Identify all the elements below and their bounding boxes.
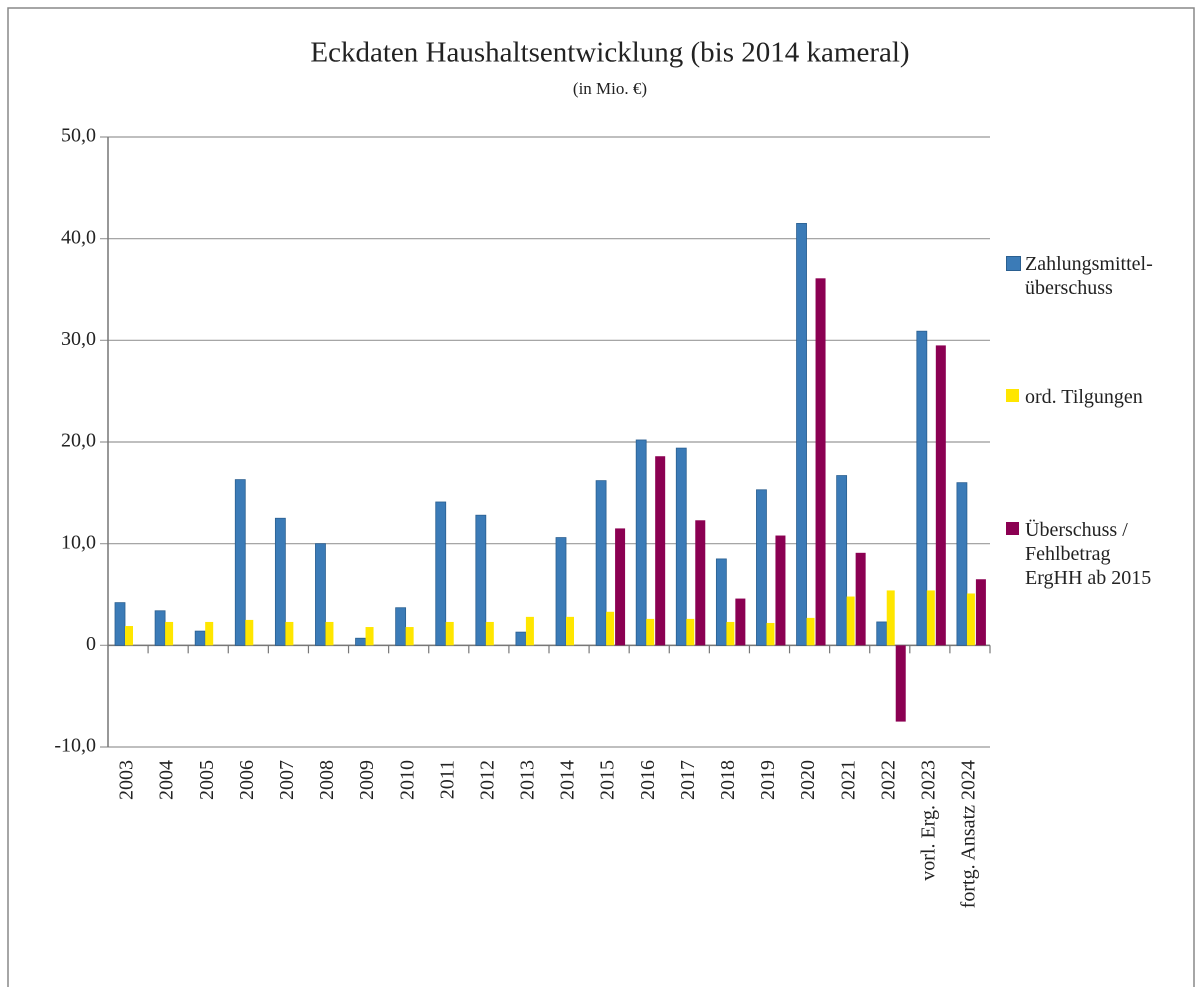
bar	[315, 543, 326, 646]
bar	[855, 552, 866, 646]
x-tick-label: 2007	[276, 760, 298, 800]
bar	[766, 622, 775, 646]
y-tick-label: 20,0	[61, 430, 96, 452]
bar	[355, 637, 366, 646]
bar	[515, 631, 527, 646]
y-tick-label: 50,0	[61, 125, 96, 147]
bar	[274, 517, 286, 646]
x-tick-label: 2015	[597, 760, 619, 800]
bar	[475, 514, 487, 646]
x-tick-label: 2010	[396, 760, 418, 800]
bar	[715, 558, 727, 646]
bar	[775, 535, 786, 646]
y-tick-label: 30,0	[61, 328, 96, 350]
bar	[445, 621, 454, 646]
bar	[125, 626, 133, 646]
bar	[836, 475, 848, 646]
bar	[615, 528, 626, 646]
bar	[726, 621, 735, 646]
bar	[245, 619, 254, 646]
x-tick-label: 2020	[797, 760, 819, 800]
bar	[285, 621, 294, 646]
bar	[395, 607, 407, 646]
x-tick-label: 2005	[196, 760, 218, 800]
bar	[194, 630, 206, 646]
y-tick-label: 0	[86, 633, 96, 655]
chart-subtitle: (in Mio. €)	[573, 79, 647, 98]
bar	[735, 598, 746, 646]
x-tick-label: 2014	[557, 760, 579, 800]
bar	[756, 489, 767, 646]
bar	[595, 480, 607, 646]
bar	[485, 621, 494, 646]
bar	[686, 618, 695, 646]
bar	[966, 593, 975, 646]
bar	[846, 596, 855, 646]
bar	[815, 278, 826, 646]
bar	[796, 223, 807, 646]
bar	[956, 482, 968, 646]
x-tick-label: 2006	[236, 760, 258, 800]
x-tick-label: 2021	[837, 760, 859, 800]
x-tick-label: 2017	[677, 760, 699, 800]
bar	[895, 645, 906, 722]
bar	[876, 621, 888, 646]
bar	[365, 627, 374, 646]
bar	[165, 621, 174, 646]
legend-swatch	[1006, 256, 1021, 271]
bar	[435, 501, 447, 646]
bar	[325, 621, 334, 646]
bar	[405, 627, 414, 646]
bar	[675, 447, 687, 646]
x-tick-label: 2019	[757, 760, 779, 800]
legend-label: Überschuss / Fehlbetrag ErgHH ab 2015	[1025, 519, 1152, 589]
bar	[646, 618, 655, 646]
x-tick-label: 2012	[476, 760, 498, 800]
legend-label: Zahlungsmittel- überschuss	[1025, 253, 1153, 299]
bar	[114, 602, 126, 646]
bar	[525, 616, 534, 646]
bar	[916, 330, 928, 646]
bar	[695, 520, 706, 646]
x-tick-label: 2018	[717, 760, 739, 800]
x-tick-label: 2003	[116, 760, 138, 800]
legend-swatch	[1006, 522, 1019, 535]
bar	[806, 617, 815, 646]
bar	[205, 621, 214, 646]
chart-title: Eckdaten Haushaltsentwicklung (bis 2014 …	[310, 37, 909, 69]
bar	[606, 611, 615, 646]
bar	[926, 590, 935, 646]
x-tick-label: 2013	[517, 760, 539, 800]
bar	[234, 479, 246, 646]
x-tick-label: 2016	[637, 760, 659, 800]
x-tick-label: 2011	[436, 760, 458, 799]
y-tick-label: -10,0	[54, 735, 96, 757]
y-tick-label: 40,0	[61, 226, 96, 248]
x-tick-label: 2004	[156, 760, 178, 800]
bar	[935, 345, 946, 646]
legend-swatch	[1006, 389, 1019, 402]
x-tick-label: fortg. Ansatz 2024	[958, 760, 980, 908]
bar	[886, 590, 895, 646]
x-tick-label: 2022	[877, 760, 899, 800]
bar	[635, 439, 647, 646]
x-tick-label: vorl. Erg. 2023	[917, 760, 939, 881]
bar	[154, 610, 166, 646]
legend-label: ord. Tilgungen	[1025, 386, 1143, 408]
x-tick-label: 2009	[356, 760, 378, 800]
bar	[566, 616, 574, 646]
x-tick-label: 2008	[316, 760, 338, 800]
bar	[975, 579, 986, 646]
y-tick-label: 10,0	[61, 531, 96, 553]
bar	[655, 456, 666, 646]
bar	[555, 537, 567, 646]
